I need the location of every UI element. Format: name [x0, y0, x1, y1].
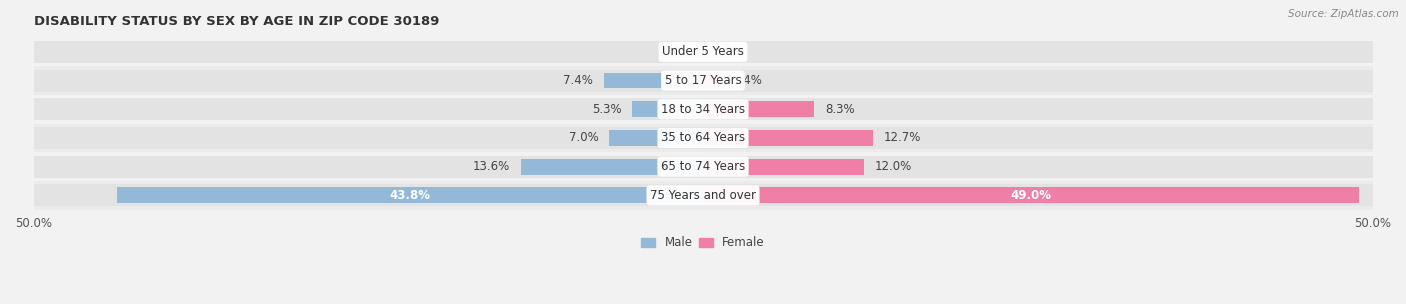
Bar	[117, 188, 703, 203]
Bar	[703, 41, 1372, 63]
Bar	[34, 127, 703, 149]
Text: DISABILITY STATUS BY SEX BY AGE IN ZIP CODE 30189: DISABILITY STATUS BY SEX BY AGE IN ZIP C…	[34, 15, 439, 28]
Bar	[703, 156, 1372, 178]
Text: 12.7%: 12.7%	[884, 131, 921, 144]
Bar	[520, 159, 703, 174]
Text: 43.8%: 43.8%	[389, 189, 430, 202]
Text: 12.0%: 12.0%	[875, 160, 911, 173]
Bar	[703, 188, 1360, 203]
Bar	[34, 152, 1372, 181]
Text: 8.3%: 8.3%	[825, 103, 855, 116]
Bar	[34, 124, 1372, 152]
Text: 7.4%: 7.4%	[564, 74, 593, 87]
Bar	[703, 70, 1372, 92]
Text: 0.0%: 0.0%	[662, 45, 692, 58]
Text: 35 to 64 Years: 35 to 64 Years	[661, 131, 745, 144]
Bar	[34, 98, 703, 120]
Bar	[703, 184, 1372, 206]
Bar	[609, 130, 703, 146]
Text: 75 Years and over: 75 Years and over	[650, 189, 756, 202]
Text: 0.0%: 0.0%	[714, 45, 744, 58]
Bar	[703, 98, 1372, 120]
Text: Under 5 Years: Under 5 Years	[662, 45, 744, 58]
Bar	[703, 127, 1372, 149]
Bar	[34, 156, 703, 178]
Bar	[34, 184, 703, 206]
Text: 5.3%: 5.3%	[592, 103, 621, 116]
Text: 65 to 74 Years: 65 to 74 Years	[661, 160, 745, 173]
Bar	[34, 38, 1372, 66]
Text: 49.0%: 49.0%	[1011, 189, 1052, 202]
Legend: Male, Female: Male, Female	[637, 232, 769, 254]
Text: 18 to 34 Years: 18 to 34 Years	[661, 103, 745, 116]
Bar	[34, 41, 703, 63]
Bar	[34, 181, 1372, 210]
Text: Source: ZipAtlas.com: Source: ZipAtlas.com	[1288, 9, 1399, 19]
Text: 5 to 17 Years: 5 to 17 Years	[665, 74, 741, 87]
Bar	[34, 66, 1372, 95]
Bar	[703, 73, 721, 88]
Bar	[703, 130, 873, 146]
Bar	[34, 95, 1372, 124]
Text: 7.0%: 7.0%	[569, 131, 599, 144]
Bar	[633, 101, 703, 117]
Bar	[703, 101, 814, 117]
Bar	[703, 159, 863, 174]
Text: 1.4%: 1.4%	[733, 74, 762, 87]
Bar	[605, 73, 703, 88]
Text: 13.6%: 13.6%	[472, 160, 510, 173]
Bar	[34, 70, 703, 92]
